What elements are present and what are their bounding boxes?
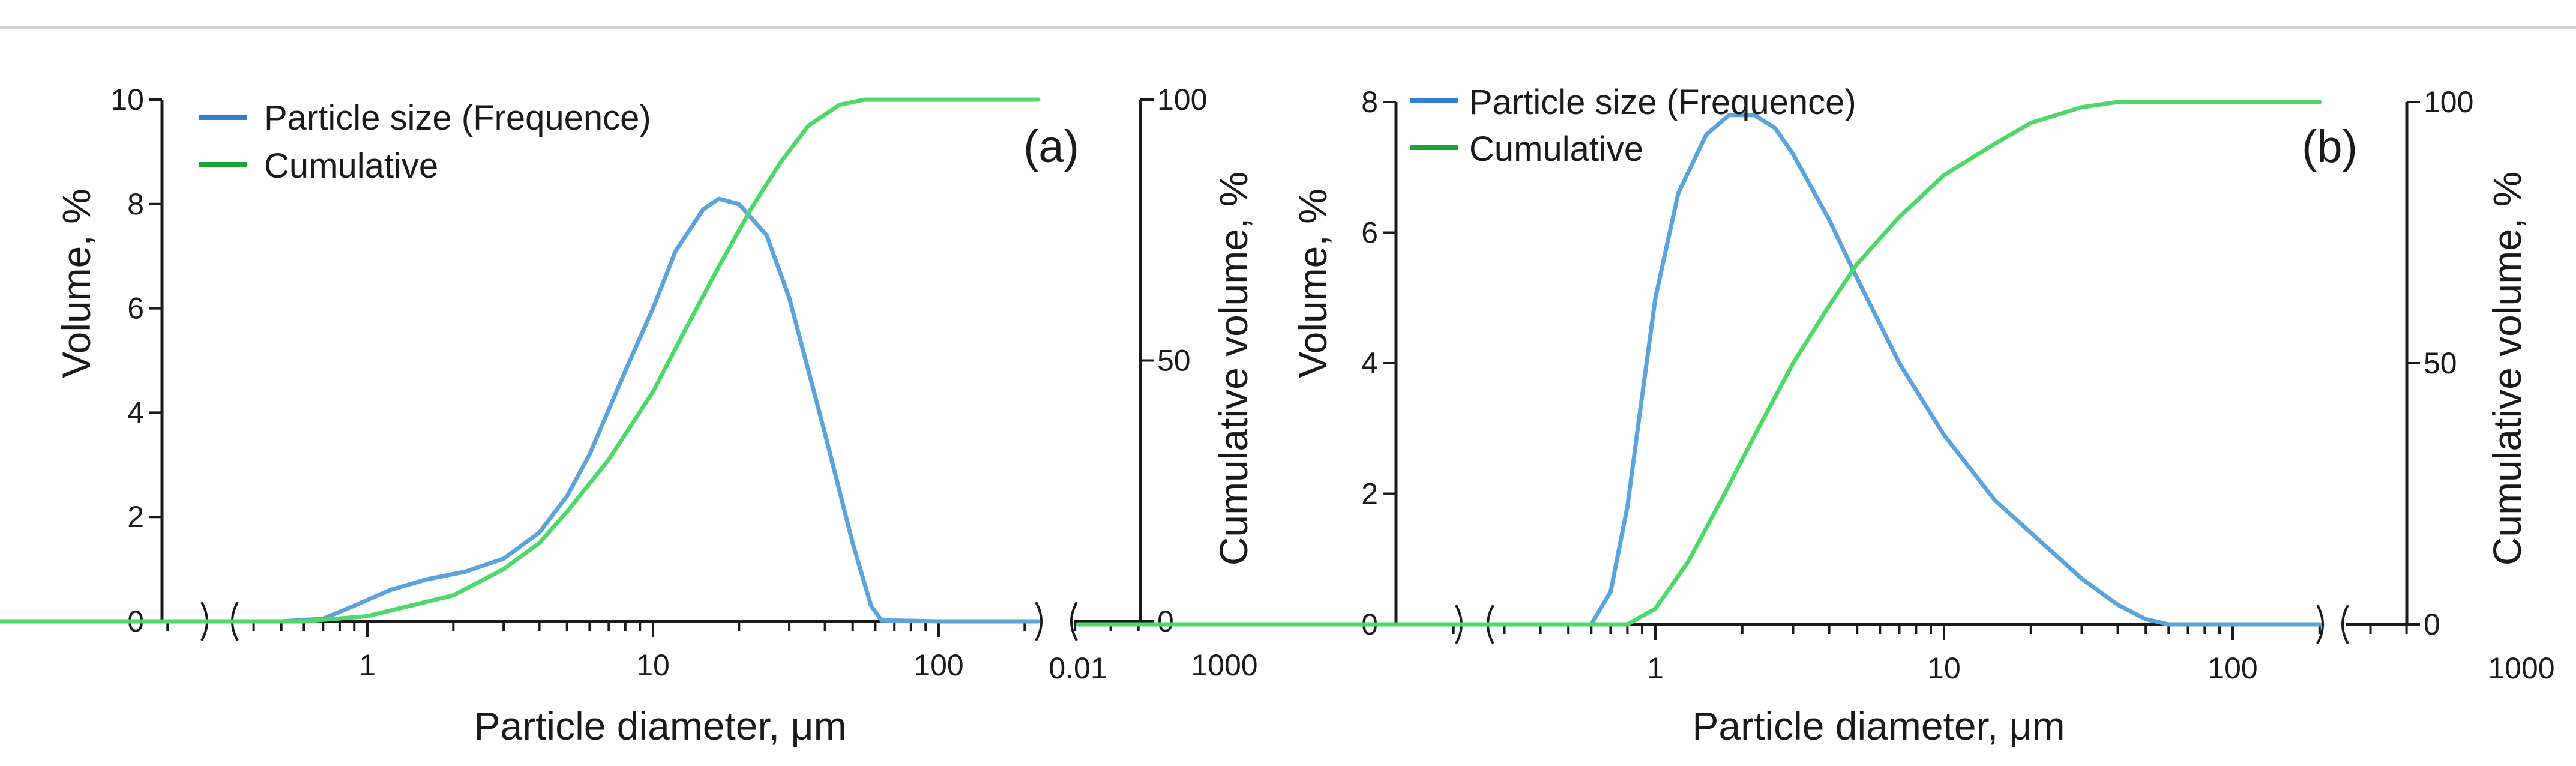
legend: Particle size (Frequence) Cumulative [199, 98, 651, 185]
cumulative-curve [0, 97, 1041, 624]
y-tick-label: 2 [127, 500, 144, 534]
x-tick-label: 10 [1927, 651, 1961, 685]
y2-tick-label: 100 [2424, 85, 2473, 119]
legend: Particle size (Frequence) Cumulative [1410, 83, 1856, 169]
panel-b: 0 2 4 6 8 0 50 100 0.01 1 10 100 1000 (b) Particle s… [1049, 83, 2554, 748]
y2-axis-title: Cumulative volume, % [1211, 172, 1256, 566]
x-tick-label: 1 [1647, 651, 1664, 685]
y2-axis-title: Cumulative volume, % [2485, 172, 2529, 566]
x-tick-label: 1000 [1191, 648, 1257, 682]
x-tick-label: 10 [636, 648, 670, 682]
axis-break-mark [1070, 602, 1078, 641]
x-tick-label: 1000 [2488, 651, 2554, 685]
x-axis-title: Particle diameter, μm [1692, 704, 2065, 748]
x-tick-label: 1 [359, 648, 376, 682]
y2-tick-label: 50 [2424, 346, 2457, 380]
panel-label: (b) [2302, 121, 2358, 172]
legend-label-cumulative: Cumulative [1469, 130, 1643, 169]
top-divider [0, 26, 2576, 29]
x-tick-label: 0.01 [1049, 651, 1107, 685]
frequence-curve [1076, 113, 2322, 627]
y2-tick-label: 50 [1157, 344, 1191, 378]
y-tick-label: 6 [127, 292, 144, 325]
y-tick-label: 8 [127, 187, 144, 221]
y-axis-title: Volume, % [1290, 188, 1335, 378]
legend-label-cumulative: Cumulative [264, 146, 438, 185]
y2-tick-label: 100 [1157, 83, 1207, 116]
legend-label-frequence: Particle size (Frequence) [264, 98, 651, 137]
x-axis-title: Particle diameter, μm [474, 704, 846, 748]
y2-tick-label: 0 [2424, 608, 2440, 641]
y-tick-label: 10 [110, 83, 144, 116]
x-tick-label: 100 [913, 648, 963, 682]
y-tick-label: 8 [1361, 85, 1378, 119]
frequence-curve [0, 196, 1041, 624]
y-tick-label: 4 [1361, 346, 1378, 380]
y-tick-label: 4 [127, 396, 144, 429]
y-tick-label: 6 [1361, 216, 1378, 250]
y2-tick-label: 0 [1157, 605, 1174, 638]
cumulative-curve [1076, 100, 2322, 627]
y-tick-label: 2 [1361, 477, 1378, 511]
axis-break-mark [1035, 602, 1043, 641]
y-axis-title: Volume, % [54, 188, 98, 378]
axis-break-mark [2341, 605, 2349, 644]
axis-break-mark [2316, 605, 2324, 644]
legend-label-frequence: Particle size (Frequence) [1469, 83, 1856, 122]
x-tick-label: 100 [2207, 651, 2257, 685]
panel-label: (a) [1023, 121, 1079, 172]
